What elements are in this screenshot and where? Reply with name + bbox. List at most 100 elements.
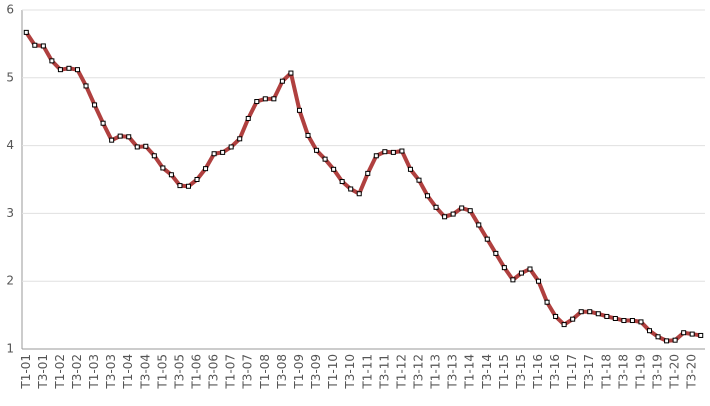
x-tick-label: T1-18	[599, 354, 613, 390]
x-tick-label: T1-17	[565, 354, 579, 390]
data-point	[638, 319, 644, 325]
x-tick-label: T1-05	[155, 354, 169, 390]
data-point	[382, 149, 388, 155]
data-point	[407, 166, 413, 172]
x-tick-label: T3-02	[70, 354, 84, 390]
data-point	[134, 144, 140, 150]
series-line	[24, 31, 702, 343]
x-tick-label: T1-02	[53, 354, 67, 390]
data-point	[322, 156, 328, 162]
data-point	[203, 166, 209, 172]
x-tick-label: T3-15	[514, 354, 528, 390]
data-point	[689, 331, 695, 337]
data-point	[331, 166, 337, 172]
data-point	[32, 42, 38, 48]
data-point	[450, 211, 456, 217]
y-tick-label: 1	[6, 342, 14, 356]
data-point	[288, 70, 294, 76]
data-point	[425, 193, 431, 199]
data-point	[399, 148, 405, 154]
data-point	[228, 144, 234, 150]
data-point	[501, 265, 507, 271]
x-tick-label: T1-11	[360, 354, 374, 390]
data-point	[74, 67, 80, 73]
data-point	[621, 318, 627, 324]
x-tick-label: T3-08	[275, 354, 289, 390]
data-point	[442, 214, 448, 220]
data-point	[561, 322, 567, 328]
data-point	[493, 250, 499, 256]
x-tick-label: T3-01	[36, 354, 50, 390]
data-point	[578, 309, 584, 315]
data-point	[570, 316, 576, 322]
data-point	[211, 151, 217, 157]
data-point	[612, 315, 618, 321]
x-tick-label: T1-06	[190, 354, 204, 390]
data-point	[245, 115, 251, 121]
data-point	[698, 332, 704, 338]
y-tick-label: 2	[6, 274, 14, 288]
data-point	[476, 222, 482, 228]
data-point	[271, 96, 277, 102]
y-tick-label: 5	[6, 70, 14, 84]
data-point	[467, 208, 473, 214]
data-point	[83, 83, 89, 89]
x-tick-label: T3-03	[104, 354, 118, 390]
x-tick-label: T1-13	[429, 354, 443, 390]
data-point	[151, 153, 157, 159]
x-tick-label: T1-19	[633, 354, 647, 390]
data-point	[459, 205, 465, 211]
data-point	[416, 177, 422, 183]
data-point	[305, 132, 311, 138]
x-tick-label: T3-20	[685, 354, 699, 390]
x-tick-label: T1-15	[497, 354, 511, 390]
data-point	[168, 172, 174, 178]
x-tick-label: T1-03	[87, 354, 101, 390]
x-tick-label: T1-04	[121, 354, 135, 390]
x-tick-label: T1-16	[531, 354, 545, 390]
x-tick-label: T3-19	[651, 354, 665, 390]
data-point	[365, 170, 371, 176]
data-point	[40, 43, 46, 49]
x-tick-label: T1-08	[258, 354, 272, 390]
data-point	[57, 67, 63, 73]
x-tick-label: T3-14	[480, 354, 494, 390]
data-point	[587, 309, 593, 315]
data-point	[185, 183, 191, 189]
x-tick-label: T1-14	[463, 354, 477, 390]
data-point	[433, 204, 439, 210]
x-tick-label: T3-04	[138, 354, 152, 390]
x-tick-label: T3-09	[309, 354, 323, 390]
x-tick-label: T3-13	[446, 354, 460, 390]
data-point	[49, 58, 55, 64]
data-point	[536, 278, 542, 284]
data-point	[527, 266, 533, 272]
x-tick-label: T1-10	[326, 354, 340, 390]
y-tick-label: 6	[6, 3, 14, 17]
data-point	[262, 96, 268, 102]
data-point	[672, 337, 678, 343]
x-tick-label: T1-07	[224, 354, 238, 390]
data-point	[126, 134, 132, 140]
data-point	[655, 334, 661, 340]
data-point	[356, 191, 362, 197]
data-point	[647, 328, 653, 334]
x-tick-label: T1-20	[668, 354, 682, 390]
data-point	[117, 133, 123, 139]
data-point	[143, 143, 149, 149]
data-point	[109, 137, 115, 143]
data-point	[544, 299, 550, 305]
x-tick-label: T3-18	[616, 354, 630, 390]
data-point	[518, 270, 524, 276]
data-point	[254, 99, 260, 105]
data-point	[553, 313, 559, 319]
data-point	[23, 29, 29, 35]
x-tick-label: T3-11	[377, 354, 391, 390]
data-point	[100, 120, 106, 126]
data-point	[348, 186, 354, 192]
data-point	[296, 107, 302, 113]
x-tick-label: T3-07	[241, 354, 255, 390]
x-tick-label: T1-01	[19, 354, 33, 390]
data-point	[604, 313, 610, 319]
